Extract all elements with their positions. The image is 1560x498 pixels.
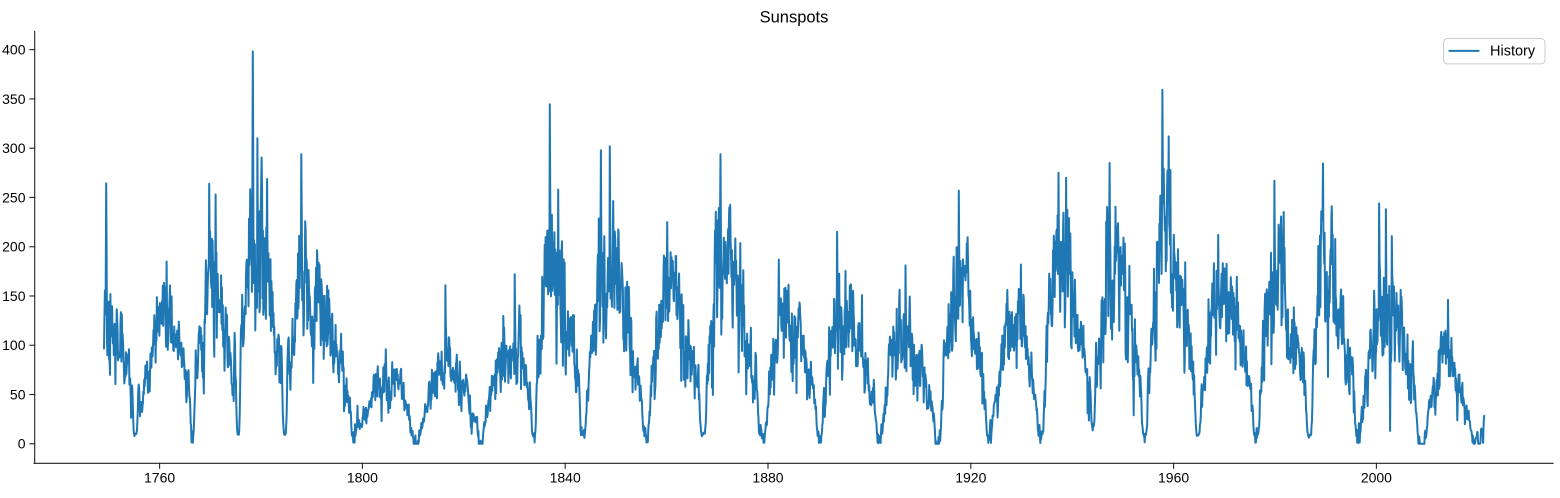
svg-text:150: 150 (2, 288, 26, 304)
svg-text:2000: 2000 (1361, 469, 1392, 485)
svg-text:1800: 1800 (347, 469, 378, 485)
svg-text:0: 0 (18, 436, 26, 452)
svg-text:Sunspots: Sunspots (760, 9, 829, 27)
svg-text:History: History (1490, 43, 1536, 59)
svg-text:1840: 1840 (550, 469, 581, 485)
svg-text:1960: 1960 (1158, 469, 1189, 485)
svg-text:300: 300 (2, 140, 26, 156)
svg-text:200: 200 (2, 239, 26, 255)
svg-text:1920: 1920 (955, 469, 986, 485)
svg-text:1880: 1880 (752, 469, 783, 485)
svg-text:250: 250 (2, 189, 26, 205)
svg-text:400: 400 (2, 42, 26, 58)
svg-text:350: 350 (2, 91, 26, 107)
svg-text:1760: 1760 (144, 469, 175, 485)
svg-text:100: 100 (2, 337, 26, 353)
svg-text:50: 50 (10, 386, 26, 402)
